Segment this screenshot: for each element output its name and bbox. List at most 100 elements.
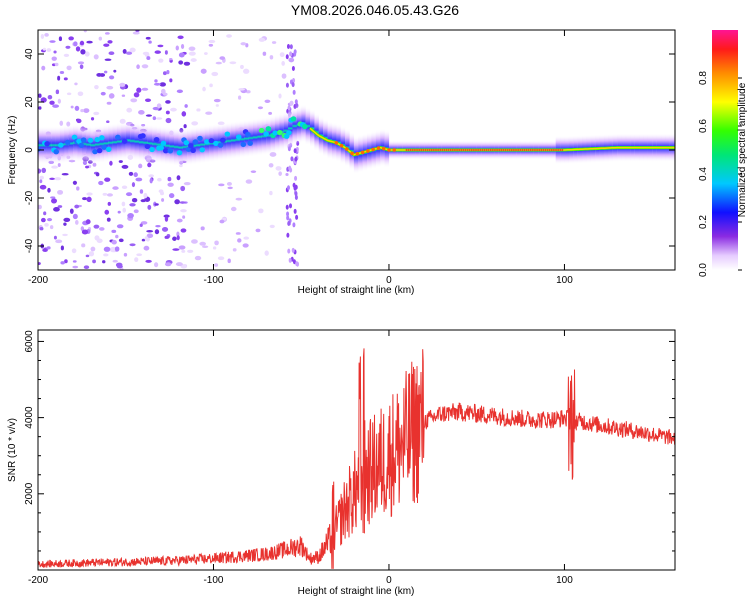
spectrogram-peak-point	[470, 149, 473, 151]
spectrogram-signal-point	[160, 140, 167, 146]
spectrogram-noise-point	[39, 179, 43, 184]
spectrogram-peak-point	[546, 149, 549, 151]
spectrogram-noise-point	[287, 248, 291, 254]
spectrogram-noise-point	[264, 99, 271, 103]
spectrogram-band-cell	[195, 126, 201, 165]
spectrogram-noise-point	[63, 53, 70, 57]
spectrogram-noise-point	[154, 79, 158, 83]
colorbar-label: Normalized spectral amplitude	[737, 82, 748, 217]
spectrogram-peak-point	[428, 149, 431, 151]
spectrogram-peak-point	[435, 149, 437, 151]
spectrogram-band-cell	[248, 118, 254, 158]
spectrogram-noise-point	[178, 52, 185, 58]
spectrogram-band-cell	[143, 123, 148, 162]
spectrogram-peak-point	[411, 149, 414, 151]
spectrogram-noise-point	[174, 199, 180, 205]
spectrogram-noise-point	[133, 209, 139, 214]
spectrogram-band-cell	[305, 106, 311, 146]
spectrogram-noise-point	[202, 245, 209, 249]
spectrogram-noise-point	[86, 196, 92, 203]
snr-series	[38, 348, 675, 569]
spectrogram-noise-point	[86, 192, 93, 196]
spectrogram-peak-point	[407, 149, 410, 151]
spectrogram-noise-point	[188, 46, 196, 51]
spectrogram-noise-point	[74, 204, 80, 209]
spectrogram-noise-point	[161, 198, 165, 202]
spectrogram-noise-point	[292, 222, 296, 228]
spectrogram-signal-point	[94, 136, 101, 143]
spectrogram-signal-point	[176, 150, 183, 156]
spectrogram-noise-point	[123, 252, 128, 257]
spectrogram-noise-point	[141, 64, 149, 69]
spectrogram-noise-point	[194, 255, 202, 261]
spectrogram-signal-point	[140, 133, 146, 139]
spectrogram-noise-point	[102, 260, 106, 264]
spectrogram-noise-point	[80, 109, 85, 113]
spectrogram-noise-point	[219, 219, 225, 224]
spectrogram-noise-point	[111, 239, 117, 245]
spectrogram-noise-point	[122, 207, 127, 213]
spectrogram-noise-point	[182, 215, 186, 219]
spectrogram-noise-point	[74, 82, 78, 86]
spectrogram-noise-point	[200, 68, 207, 74]
spectrogram-y-tick-label: 20	[24, 96, 35, 108]
spectrogram-signal-point	[247, 140, 253, 146]
spectrogram-noise-point	[39, 184, 47, 190]
colorbar: 0.0 0.2 0.4 0.6 0.8 Normalized spectral ampl…	[698, 30, 748, 277]
spectrogram-peak-point	[479, 149, 482, 151]
spectrogram-noise-point	[141, 87, 149, 91]
spectrogram-noise-point	[116, 224, 124, 229]
spectrogram-band-cell	[257, 117, 262, 156]
spectrogram-noise-point	[49, 40, 56, 43]
spectrogram-noise-point	[180, 209, 187, 213]
spectrogram-noise-point	[187, 249, 194, 253]
spectrogram-peak-point	[387, 148, 391, 152]
spectrogram-noise-point	[40, 97, 47, 103]
spectrogram-noise-point	[170, 107, 177, 112]
spectrogram-noise-point	[40, 33, 45, 39]
spectrogram-noise-point	[154, 203, 159, 206]
spectrogram-noise-point	[74, 105, 80, 111]
spectrogram-peak-point	[416, 149, 418, 151]
spectrogram-peak-point	[381, 146, 386, 151]
spectrogram-signal-point	[192, 139, 199, 145]
spectrogram-noise-point	[108, 93, 115, 99]
spectrogram-noise-point	[268, 163, 274, 168]
spectrogram-noise-point	[47, 187, 51, 193]
spectrogram-noise-point	[262, 51, 267, 56]
spectrogram-noise-point	[285, 54, 289, 60]
spectrogram-noise-point	[235, 197, 243, 201]
spectrogram-noise-point	[81, 229, 89, 235]
spectrogram-noise-point	[167, 176, 172, 182]
spectrogram-noise-point	[289, 51, 293, 57]
spectrogram-noise-point	[61, 173, 69, 176]
spectrogram-peak-point	[464, 149, 467, 151]
spectrogram-noise-point	[116, 264, 123, 269]
spectrogram-noise-point	[164, 262, 172, 267]
spectrogram-noise-point	[49, 100, 55, 105]
spectrogram-peak-point	[477, 149, 480, 151]
spectrogram-noise-point	[179, 201, 186, 204]
spectrogram-peak-point	[517, 149, 520, 151]
spectrogram-signal-point	[105, 146, 112, 152]
spectrogram-peak-point	[506, 149, 509, 151]
spectrogram-peak-point	[494, 149, 496, 151]
spectrogram-peak-point	[360, 150, 365, 155]
spectrogram-noise-point	[172, 248, 180, 251]
spectrogram-signal-point	[290, 116, 297, 122]
spectrogram-band-cell	[239, 120, 245, 159]
spectrogram-peak-point	[371, 147, 375, 152]
spectrogram-noise-point	[162, 92, 168, 96]
spectrogram-noise-point	[278, 93, 282, 99]
spectrogram-noise-point	[289, 203, 293, 209]
spectrogram-peak-point	[350, 151, 354, 156]
spectrogram-peak-point	[523, 149, 526, 151]
spectrogram-noise-point	[286, 211, 290, 217]
spectrogram-peak-point	[345, 147, 349, 151]
spectrogram-noise-point	[125, 192, 133, 197]
spectrogram-noise-point	[275, 166, 282, 171]
spectrogram-peak-point	[519, 149, 522, 151]
spectrogram-noise-point	[131, 197, 138, 203]
spectrogram-noise-point	[159, 82, 166, 87]
spectrogram-noise-point	[81, 243, 86, 248]
